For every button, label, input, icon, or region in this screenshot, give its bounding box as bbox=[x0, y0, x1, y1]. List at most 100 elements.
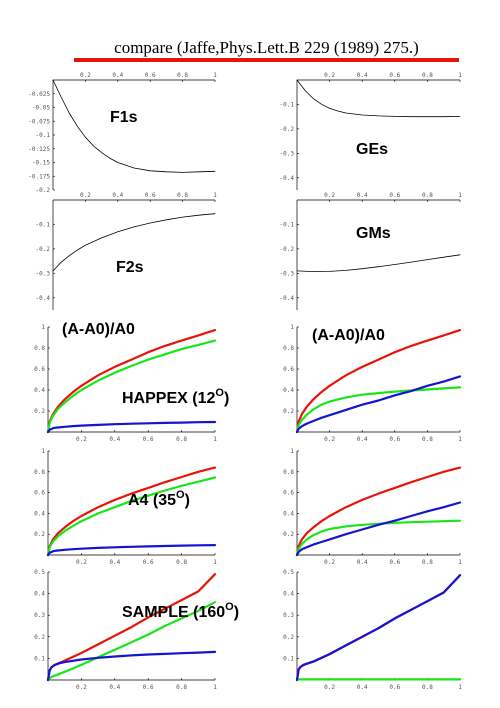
x-tick-label: 0.6 bbox=[389, 684, 400, 691]
y-tick-label: -0.4 bbox=[36, 295, 51, 302]
x-tick-label: 0.8 bbox=[422, 684, 433, 691]
series-line-2 bbox=[46, 543, 217, 557]
y-tick-label: 0.8 bbox=[34, 345, 45, 352]
panel-label-text: GEs bbox=[356, 141, 388, 158]
y-tick-label: 0.8 bbox=[34, 469, 45, 476]
chart-panel-HAPPEX-L: 0.2 0.4 0.6 0.8 1 0.2 0.4 0.6 0.8 1 HAPPEX (12O) (A… bbox=[34, 321, 229, 443]
y-tick-label: -0.125 bbox=[28, 146, 50, 153]
panel-label-text: HAPPEX (12 bbox=[122, 390, 215, 407]
x-tick-label: 0.8 bbox=[176, 436, 187, 443]
x-tick-label: 0.4 bbox=[112, 72, 123, 79]
x-tick-label: 1 bbox=[458, 72, 462, 79]
y-tick-label: 0.2 bbox=[34, 634, 45, 641]
y-tick-label: 0.2 bbox=[283, 531, 294, 538]
x-tick-label: 0.2 bbox=[324, 436, 335, 443]
x-tick-label: 0.2 bbox=[324, 559, 335, 566]
y-tick-label: 0.4 bbox=[283, 591, 294, 598]
panel-label-text: A4 (35 bbox=[128, 492, 176, 509]
series-line-2 bbox=[295, 574, 462, 682]
y-tick-label: -0.1 bbox=[36, 221, 51, 228]
panel-label-close: ) bbox=[224, 390, 229, 407]
chart-panel-F2s: 0.2 0.4 0.6 0.8 1 -0.1 -0.2 -0.3 -0.4 F2s bbox=[36, 192, 217, 310]
x-tick-label: 1 bbox=[458, 559, 462, 566]
series-line-0 bbox=[52, 213, 216, 272]
x-tick-label: 0.4 bbox=[357, 436, 368, 443]
x-tick-label: 0.2 bbox=[76, 559, 87, 566]
x-tick-label: 0.8 bbox=[176, 684, 187, 691]
panel-label: A4 (35O) bbox=[128, 489, 190, 509]
x-tick-label: 0.4 bbox=[109, 559, 120, 566]
x-tick-label: 0.8 bbox=[177, 72, 188, 79]
chart-panel-SAMPLE-R: 0.2 0.4 0.6 0.8 1 0.1 0.2 0.3 0.4 0.5 bbox=[283, 569, 462, 691]
x-tick-label: 0.6 bbox=[389, 72, 400, 79]
y-tick-label: 0.4 bbox=[34, 387, 45, 394]
series-line-0 bbox=[296, 254, 461, 273]
y-tick-label: 0.8 bbox=[283, 469, 294, 476]
panel-label: HAPPEX (12O) bbox=[122, 387, 229, 407]
x-tick-label: 0.6 bbox=[145, 192, 156, 199]
y-tick-label: 0.2 bbox=[34, 408, 45, 415]
x-tick-label: 0.4 bbox=[109, 436, 120, 443]
series-line-0 bbox=[46, 466, 217, 557]
series-line-1 bbox=[295, 386, 462, 434]
y-tick-label: 0.3 bbox=[283, 612, 294, 619]
x-tick-label: 0.4 bbox=[357, 684, 368, 691]
series-line-1 bbox=[46, 339, 217, 434]
x-tick-label: 0.6 bbox=[143, 436, 154, 443]
series-line-0 bbox=[52, 79, 216, 173]
y-tick-label: 0.2 bbox=[283, 634, 294, 641]
y-tick-label: -0.075 bbox=[28, 118, 50, 125]
y-tick-label: 0.1 bbox=[283, 655, 294, 662]
y-tick-label: 1 bbox=[290, 324, 294, 331]
y-tick-label: 0.6 bbox=[34, 490, 45, 497]
y-tick-label: -0.2 bbox=[36, 246, 51, 253]
y-tick-label: 0.4 bbox=[34, 510, 45, 517]
y-tick-label: 0.6 bbox=[34, 366, 45, 373]
panel-label-text: F2s bbox=[116, 259, 144, 276]
y-tick-label: -0.2 bbox=[36, 187, 51, 194]
y-tick-label: -0.4 bbox=[280, 295, 295, 302]
panel-label-sup: O bbox=[215, 387, 224, 399]
x-tick-label: 1 bbox=[213, 436, 217, 443]
x-tick-label: 0.6 bbox=[143, 684, 154, 691]
chart-panel-F1s: 0.2 0.4 0.6 0.8 1 -0.025 -0.05 -0.075 -0.1 -0.125… bbox=[28, 72, 217, 194]
panel-label: GEs bbox=[356, 141, 388, 158]
y-tick-label: 1 bbox=[41, 324, 45, 331]
series-line-2 bbox=[295, 501, 462, 557]
panel-label-close: ) bbox=[234, 604, 239, 621]
y-tick-label: 0.5 bbox=[34, 569, 45, 576]
y-tick-label: -0.3 bbox=[280, 270, 295, 277]
y-tick-label: 0.5 bbox=[283, 569, 294, 576]
y-tick-label: 0.2 bbox=[34, 531, 45, 538]
panel-label-text: SAMPLE (160 bbox=[122, 604, 225, 621]
y-tick-label: -0.1 bbox=[36, 132, 51, 139]
panel-label: SAMPLE (160O) bbox=[122, 601, 239, 621]
panel-label-text: F1s bbox=[110, 109, 138, 126]
x-tick-label: 0.6 bbox=[389, 192, 400, 199]
series-line-0 bbox=[296, 79, 461, 118]
panel-label: F2s bbox=[116, 259, 144, 276]
y-tick-label: -0.3 bbox=[280, 150, 295, 157]
y-tick-label: -0.4 bbox=[280, 175, 295, 182]
x-tick-label: 0.2 bbox=[80, 192, 91, 199]
x-tick-label: 0.8 bbox=[422, 192, 433, 199]
x-tick-label: 0.4 bbox=[357, 559, 368, 566]
y-tick-label: 1 bbox=[290, 448, 294, 455]
chart-panel-A4-R: 0.2 0.4 0.6 0.8 1 0.2 0.4 0.6 0.8 1 bbox=[283, 448, 462, 566]
series-line-2 bbox=[295, 375, 462, 434]
x-tick-label: 0.6 bbox=[389, 436, 400, 443]
panel-annotation: (A-A0)/A0 bbox=[312, 327, 385, 344]
y-tick-label: -0.1 bbox=[280, 221, 295, 228]
series-line-0 bbox=[295, 466, 462, 557]
y-tick-label: 0.4 bbox=[283, 387, 294, 394]
x-tick-label: 1 bbox=[213, 192, 217, 199]
x-tick-label: 0.6 bbox=[389, 559, 400, 566]
y-tick-label: -0.2 bbox=[280, 126, 295, 133]
x-tick-label: 1 bbox=[213, 684, 217, 691]
x-tick-label: 1 bbox=[458, 192, 462, 199]
x-tick-label: 1 bbox=[213, 559, 217, 566]
y-tick-label: -0.175 bbox=[28, 173, 50, 180]
x-tick-label: 0.2 bbox=[324, 684, 335, 691]
chart-panel-HAPPEX-R: 0.2 0.4 0.6 0.8 1 0.2 0.4 0.6 0.8 1 (A-A0)/A0 bbox=[283, 324, 462, 443]
